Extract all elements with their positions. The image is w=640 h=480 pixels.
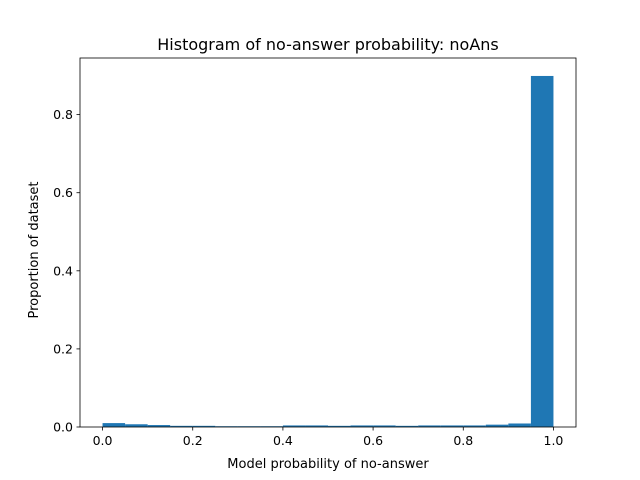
histogram-bar [192, 425, 216, 427]
x-tick-label: 0.4 [273, 433, 293, 448]
histogram-bar [328, 425, 351, 427]
x-tick-label: 0.6 [363, 433, 383, 448]
y-tick-label: 0.6 [53, 185, 73, 200]
histogram-bar [485, 424, 509, 427]
x-tick-label: 0.8 [453, 433, 473, 448]
x-tick-label: 0.0 [93, 433, 113, 448]
histogram-bar [373, 425, 396, 427]
y-tick-label: 0.8 [53, 107, 73, 122]
y-tick-label: 0.2 [53, 341, 73, 356]
histogram-bar [463, 425, 486, 427]
histogram-bar [395, 425, 419, 427]
histogram-bar [125, 424, 148, 427]
histogram-bar [418, 425, 441, 427]
histogram-bar [102, 423, 126, 427]
x-axis-label: Model probability of no-answer [227, 457, 429, 472]
histogram-bar [282, 425, 306, 427]
histogram-bar [147, 425, 171, 427]
y-tick-label: 0.0 [53, 420, 73, 435]
x-tick-label: 1.0 [544, 433, 564, 448]
y-tick-label: 0.4 [53, 263, 73, 278]
histogram-bar [350, 425, 374, 427]
x-tick-label: 0.2 [183, 433, 203, 448]
chart-title: Histogram of no-answer probability: noAn… [157, 35, 499, 54]
x-axis-ticks: 0.0 0.2 0.4 0.6 0.8 1.0 [93, 427, 564, 448]
y-axis-label: Proportion of dataset [27, 181, 42, 318]
histogram-bar [508, 423, 531, 427]
y-axis-ticks: 0.0 0.2 0.4 0.6 0.8 [53, 107, 80, 435]
histogram-bar [440, 425, 464, 427]
histogram-bar [305, 425, 328, 427]
histogram-bar [530, 75, 554, 427]
plot-frame [79, 57, 577, 428]
histogram-bar [170, 425, 193, 427]
